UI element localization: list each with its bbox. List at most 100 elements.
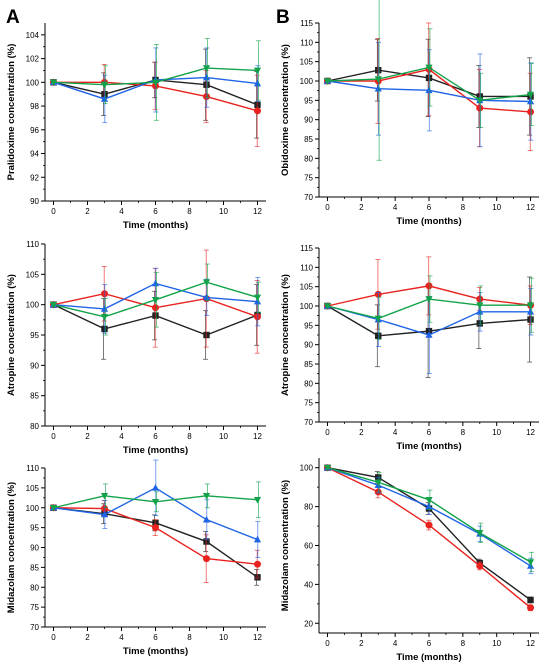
series-4 — [323, 0, 535, 161]
x-tick-label: 6 — [427, 428, 432, 437]
data-point — [526, 308, 535, 315]
x-tick-label: 4 — [393, 203, 398, 212]
data-point — [323, 303, 332, 310]
series-1 — [324, 464, 534, 604]
y-tick-label: 110 — [300, 263, 313, 272]
y-tick-label: 100 — [300, 464, 314, 473]
data-point — [476, 530, 484, 537]
x-tick-label: 8 — [187, 432, 192, 441]
data-point — [253, 67, 262, 75]
data-point — [527, 604, 535, 612]
y-tick-label: 92 — [30, 173, 39, 182]
x-tick-label: 4 — [119, 207, 124, 216]
x-axis-title: Time (months) — [123, 220, 188, 231]
x-tick-label: 0 — [325, 203, 330, 212]
data-point — [476, 308, 484, 315]
series-line — [53, 507, 258, 578]
data-point — [253, 79, 262, 87]
x-tick-label: 0 — [51, 633, 56, 642]
data-point — [527, 596, 534, 604]
data-point — [202, 493, 211, 500]
x-tick-label: 6 — [153, 207, 158, 216]
y-tick-label: 85 — [30, 563, 39, 572]
y-tick-label: 90 — [304, 341, 313, 350]
y-tick-label: 90 — [304, 116, 313, 125]
data-point — [526, 97, 535, 105]
data-point — [253, 294, 262, 302]
data-point — [100, 493, 109, 500]
y-tick-label: 90 — [30, 544, 39, 553]
data-point — [203, 555, 210, 563]
data-point — [476, 562, 484, 570]
data-point — [151, 484, 160, 491]
data-point — [202, 515, 211, 523]
data-point — [476, 302, 484, 310]
chart-b-1: 0 2 4 6 8 10 12 70 75 80 85 90 95 100 105 110 115 Time (m… — [280, 0, 539, 227]
x-tick-label: 8 — [461, 203, 466, 212]
y-tick-label: 80 — [304, 503, 313, 512]
series-4 — [323, 275, 535, 341]
data-point — [425, 86, 433, 94]
y-tick-label: 90 — [30, 361, 39, 370]
x-tick-label: 2 — [359, 428, 364, 437]
y-tick-label: 110 — [26, 464, 39, 473]
y-tick-label: 80 — [304, 379, 313, 388]
chart-b-2: 0 2 4 6 8 10 12 70 75 80 85 90 95 100 105 110 115 Time (m… — [280, 244, 539, 452]
data-point — [425, 64, 433, 72]
y-tick-label: 75 — [30, 603, 39, 612]
x-tick-label: 12 — [526, 203, 535, 212]
data-point — [374, 76, 382, 83]
data-point — [100, 81, 109, 89]
y-axis-title: Atropine concentration (%) — [280, 274, 291, 396]
x-tick-label: 10 — [492, 428, 501, 437]
y-tick-label: 75 — [304, 174, 313, 183]
data-point — [374, 84, 382, 92]
y-tick-label: 95 — [304, 321, 313, 330]
x-tick-label: 2 — [85, 207, 90, 216]
data-point — [151, 279, 160, 287]
y-tick-label: 90 — [30, 197, 39, 206]
y-tick-label: 85 — [30, 392, 39, 401]
x-tick-label: 10 — [219, 633, 228, 642]
panel-label-a: A — [6, 7, 20, 28]
x-tick-label: 4 — [393, 428, 398, 437]
chart-a-2: 0 2 4 6 8 10 12 80 85 90 95 100 105 110 Time (months) A… — [6, 240, 266, 456]
x-tick-label: 10 — [219, 432, 228, 441]
series-line — [327, 467, 531, 601]
data-point — [323, 78, 332, 85]
x-tick-label: 8 — [461, 428, 466, 437]
chart-a-3: 0 2 4 6 8 10 12 70 75 80 85 90 95 100 105 110 Time (mont… — [6, 459, 266, 657]
y-tick-label: 80 — [30, 583, 39, 592]
x-tick-label: 0 — [51, 432, 56, 441]
data-point — [323, 464, 332, 472]
data-point — [152, 304, 159, 312]
data-point — [374, 315, 382, 323]
x-tick-label: 8 — [187, 633, 192, 642]
y-tick-label: 96 — [30, 126, 39, 135]
data-point — [202, 279, 211, 287]
y-tick-label: 98 — [30, 102, 39, 111]
y-tick-label: 105 — [300, 58, 314, 67]
data-point — [151, 297, 160, 304]
y-tick-label: 115 — [300, 19, 313, 28]
x-tick-label: 2 — [359, 203, 364, 212]
x-axis-title: Time (months) — [396, 441, 461, 452]
x-tick-label: 10 — [492, 203, 501, 212]
series-4 — [49, 263, 262, 336]
x-axis-title: Time (months) — [396, 652, 461, 663]
data-point — [425, 282, 433, 290]
x-tick-label: 2 — [85, 633, 90, 642]
x-axis-title: Time (months) — [396, 216, 461, 227]
data-point — [254, 107, 261, 115]
x-tick-label: 6 — [427, 203, 432, 212]
y-tick-label: 110 — [300, 38, 313, 47]
data-point — [526, 302, 535, 310]
data-point — [151, 498, 160, 506]
data-point — [202, 293, 211, 301]
y-axis-title: Midazolam concentration (%) — [6, 482, 17, 613]
y-tick-label: 95 — [304, 96, 313, 105]
data-point — [476, 97, 484, 105]
y-tick-label: 105 — [26, 484, 40, 493]
